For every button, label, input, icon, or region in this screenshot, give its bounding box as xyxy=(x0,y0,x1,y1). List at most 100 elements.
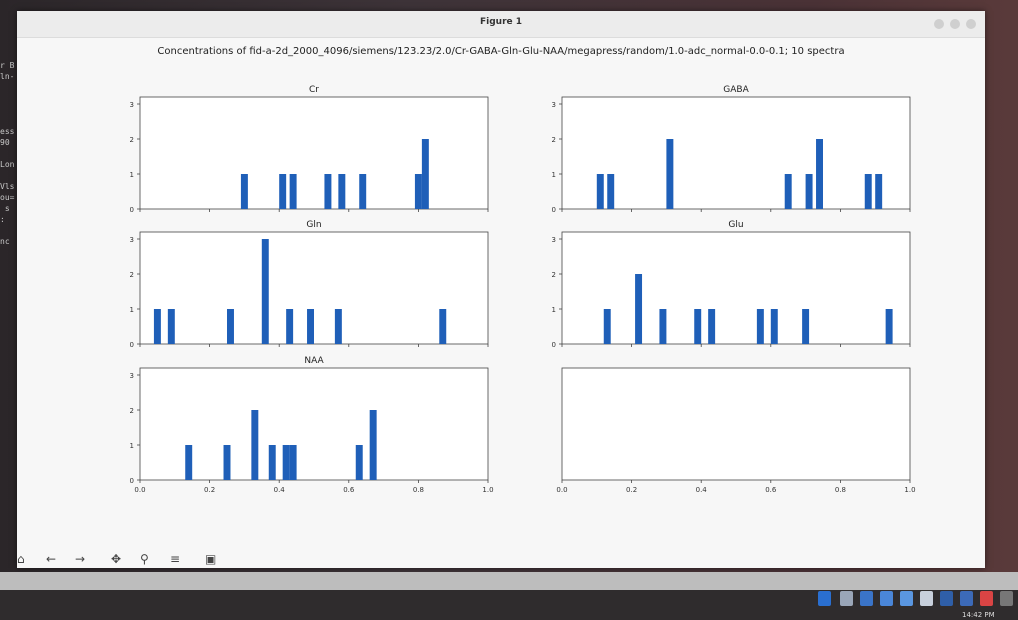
subplot-title: NAA xyxy=(304,356,324,366)
subplot-title: Glu xyxy=(728,220,743,230)
tray-app-icon[interactable] xyxy=(860,591,873,606)
taskbar-clock: 14:42 PM xyxy=(962,611,995,619)
back-arrow-icon[interactable]: ← xyxy=(46,552,57,566)
axes-frame xyxy=(561,367,911,481)
y-tick-label: 0 xyxy=(130,477,134,485)
histogram-bar xyxy=(240,174,248,209)
histogram-bar xyxy=(324,174,332,209)
y-tick-label: 1 xyxy=(552,171,556,179)
tray-app-icon[interactable] xyxy=(818,591,831,606)
y-tick-label: 0 xyxy=(130,206,134,214)
terminal-line: 90 xyxy=(0,138,10,147)
navigation-toolbar: ⌂ ← → ✥ ⚲ ≡ ▣ xyxy=(17,551,985,569)
axes-frame xyxy=(561,96,911,210)
terminal-line: ess xyxy=(0,127,15,136)
histogram-bar xyxy=(282,445,290,480)
y-tick-label: 0 xyxy=(552,206,556,214)
tray-app-icon[interactable] xyxy=(940,591,953,606)
histogram-bar xyxy=(607,174,615,209)
tray-app-icon[interactable] xyxy=(980,591,993,606)
title-bar[interactable]: Figure 1 xyxy=(17,11,985,38)
subplot-title: Gln xyxy=(306,220,321,230)
minimize-button[interactable] xyxy=(934,19,944,29)
terminal-line xyxy=(0,93,18,104)
histogram-bar xyxy=(334,309,342,344)
histogram-bar xyxy=(756,309,764,344)
x-tick-label: 0.0 xyxy=(556,486,567,494)
window-title: Figure 1 xyxy=(479,17,523,27)
histogram-bar xyxy=(338,174,346,209)
terminal-line xyxy=(0,170,18,181)
y-tick-label: 1 xyxy=(130,442,134,450)
histogram-bar xyxy=(227,309,234,344)
terminal-line xyxy=(0,104,18,115)
axes-frame xyxy=(139,367,489,481)
histogram-bar xyxy=(414,174,422,209)
terminal-line xyxy=(0,82,18,93)
y-tick-label: 3 xyxy=(130,372,134,380)
x-tick-label: 0.0 xyxy=(134,486,145,494)
histogram-bar xyxy=(355,445,363,480)
subplot-title: GABA xyxy=(723,85,749,95)
y-tick-label: 3 xyxy=(130,236,134,244)
y-tick-label: 1 xyxy=(552,306,556,314)
x-tick-label: 0.8 xyxy=(835,486,846,494)
histogram-bar xyxy=(770,309,778,344)
configure-subplots-icon[interactable]: ≡ xyxy=(170,552,181,566)
tray-app-icon[interactable] xyxy=(840,591,853,606)
histogram-bar xyxy=(251,410,259,480)
histogram-bar xyxy=(439,309,447,344)
close-button[interactable] xyxy=(966,19,976,29)
terminal-line: ln- xyxy=(0,72,15,81)
histogram-bar xyxy=(875,174,883,209)
terminal-line: ou= xyxy=(0,193,15,202)
histogram-bar xyxy=(153,309,161,344)
axes-frame xyxy=(561,231,911,345)
histogram-bar xyxy=(369,410,377,480)
x-tick-label: 0.2 xyxy=(626,486,637,494)
tray-app-icon[interactable] xyxy=(880,591,893,606)
histogram-bar xyxy=(635,274,643,344)
terminal-line: Lon xyxy=(0,160,15,169)
histogram-bar xyxy=(864,174,872,209)
tray-app-icon[interactable] xyxy=(920,591,933,606)
histogram-bar xyxy=(596,174,604,209)
y-tick-label: 3 xyxy=(552,236,556,244)
histogram-bar xyxy=(784,174,792,209)
x-tick-label: 1.0 xyxy=(482,486,493,494)
x-tick-label: 0.6 xyxy=(343,486,355,494)
zoom-icon[interactable]: ⚲ xyxy=(140,552,149,566)
histogram-bar xyxy=(421,139,429,209)
taskbar-strip xyxy=(0,572,1018,590)
tray-app-icon[interactable] xyxy=(900,591,913,606)
histogram-bar xyxy=(694,309,702,344)
terminal-line: s xyxy=(0,204,10,213)
histogram-bar xyxy=(359,174,367,209)
histogram-bar xyxy=(223,445,231,480)
y-tick-label: 1 xyxy=(130,306,134,314)
histogram-bar xyxy=(816,139,823,209)
histogram-bar xyxy=(885,309,893,344)
home-icon[interactable]: ⌂ xyxy=(17,552,25,566)
figure-window: Figure 1 Concentrations of fid-a-2d_2000… xyxy=(17,11,985,568)
figure-title: Concentrations of fid-a-2d_2000_4096/sie… xyxy=(157,46,844,57)
pan-icon[interactable]: ✥ xyxy=(111,552,122,566)
terminal-line xyxy=(0,115,18,126)
forward-arrow-icon[interactable]: → xyxy=(75,552,86,566)
terminal-line: : xyxy=(0,215,5,224)
terminal-line: r B xyxy=(0,61,15,70)
x-tick-label: 0.4 xyxy=(274,486,286,494)
maximize-button[interactable] xyxy=(950,19,960,29)
histogram-bar xyxy=(289,174,297,209)
histogram-bar xyxy=(289,445,297,480)
y-tick-label: 2 xyxy=(552,271,556,279)
save-icon[interactable]: ▣ xyxy=(205,552,217,566)
y-tick-label: 2 xyxy=(130,136,134,144)
tray-app-icon[interactable] xyxy=(960,591,973,606)
histogram-bar xyxy=(603,309,611,344)
x-tick-label: 0.2 xyxy=(204,486,215,494)
y-tick-label: 3 xyxy=(130,101,134,109)
tray-app-icon[interactable] xyxy=(1000,591,1013,606)
x-tick-label: 0.8 xyxy=(413,486,424,494)
y-tick-label: 2 xyxy=(130,271,134,279)
